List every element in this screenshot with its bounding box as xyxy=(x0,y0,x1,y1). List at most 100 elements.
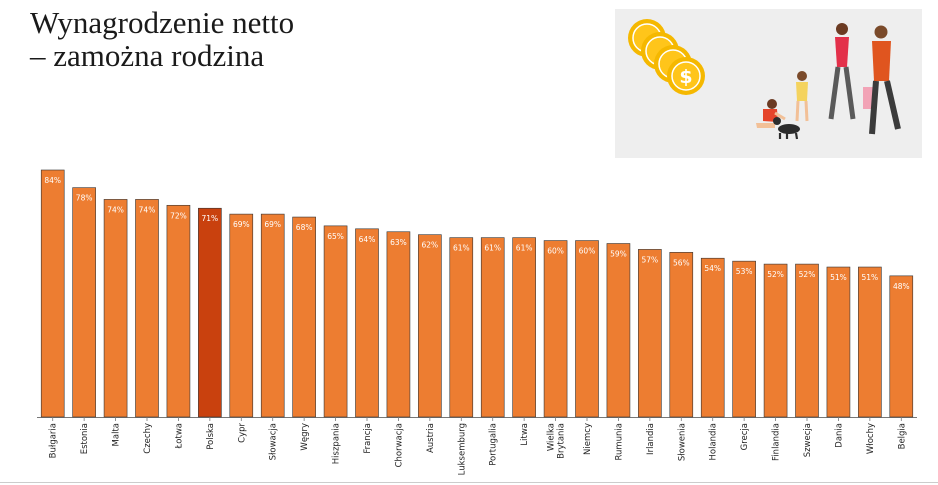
category-label-line: Łotwa xyxy=(174,423,184,449)
category-label: Belgia xyxy=(897,423,907,449)
category-label: Francja xyxy=(363,423,373,454)
bar xyxy=(198,207,222,418)
svg-text:Słowacja: Słowacja xyxy=(269,423,279,460)
bar-value-label: 68% xyxy=(296,223,313,232)
bar-value-label: 74% xyxy=(139,205,156,214)
bar xyxy=(229,213,254,418)
category-label: Dania xyxy=(834,423,844,448)
bar-value-label: 65% xyxy=(327,232,344,241)
svg-text:Szwecja: Szwecja xyxy=(803,423,813,457)
family-illustration: $ xyxy=(615,9,922,158)
bar-value-label: 61% xyxy=(484,244,501,253)
category-label-line: Portugalia xyxy=(489,423,499,466)
bar xyxy=(386,231,411,418)
bar xyxy=(795,263,819,418)
svg-text:WielkaBrytania: WielkaBrytania xyxy=(547,423,567,459)
bar-value-label: 57% xyxy=(642,255,659,264)
bar-value-label: 72% xyxy=(170,211,187,220)
bar xyxy=(449,237,474,418)
svg-text:Rumunia: Rumunia xyxy=(614,423,624,461)
title-line-2: – zamożna rodzina xyxy=(30,38,265,73)
bar-value-label: 52% xyxy=(767,270,784,279)
svg-text:Słowenia: Słowenia xyxy=(677,423,687,461)
bar xyxy=(638,249,662,418)
category-label: Hiszpania xyxy=(332,423,342,464)
category-label-line: Niemcy xyxy=(583,423,593,455)
category-label-line: Austria xyxy=(426,423,436,453)
bar xyxy=(135,199,159,418)
category-label-line: Belgia xyxy=(897,423,907,449)
bar-value-label: 71% xyxy=(202,214,219,223)
bar xyxy=(323,225,348,418)
category-label: Łotwa xyxy=(174,423,184,449)
category-label: Portugalia xyxy=(489,423,499,466)
bar xyxy=(40,169,65,418)
category-label: Grecja xyxy=(740,423,750,450)
svg-text:Niemcy: Niemcy xyxy=(583,423,593,455)
bar xyxy=(763,263,788,418)
category-label-line: Finlandia xyxy=(772,423,782,461)
bar-value-label: 84% xyxy=(44,176,61,185)
bar xyxy=(858,266,882,418)
bar-value-label: 78% xyxy=(76,194,93,203)
svg-text:Francja: Francja xyxy=(363,423,373,454)
dog-figure xyxy=(773,117,800,140)
bar-value-label: 51% xyxy=(862,273,879,282)
category-label: Słowenia xyxy=(677,423,687,461)
category-label: Luksemburg xyxy=(457,423,467,475)
category-label: WielkaBrytania xyxy=(547,423,567,459)
bar-value-label: 69% xyxy=(233,220,250,229)
category-label: Szwecja xyxy=(803,423,813,457)
bar-value-label: 54% xyxy=(704,264,721,273)
category-label: Węgry xyxy=(300,423,310,451)
boy-figure xyxy=(795,71,809,122)
bar xyxy=(700,257,725,418)
svg-text:Czechy: Czechy xyxy=(143,423,153,454)
coin-stack: $ xyxy=(628,19,705,95)
category-label-line: Malta xyxy=(112,423,122,446)
svg-text:Hiszpania: Hiszpania xyxy=(332,423,342,464)
category-label: Bułgaria xyxy=(49,423,59,458)
category-label-line: Polska xyxy=(206,423,216,450)
category-label-line: Cypr xyxy=(237,422,247,442)
woman-figure xyxy=(828,23,873,120)
man-figure xyxy=(869,25,901,135)
category-label: Irlandia xyxy=(646,423,656,455)
category-label-line: Luksemburg xyxy=(457,423,467,475)
bar-value-label: 74% xyxy=(107,205,124,214)
bar-value-label: 64% xyxy=(359,235,376,244)
bar xyxy=(575,240,599,418)
category-label-line: Brytania xyxy=(557,423,567,459)
bar-value-label: 69% xyxy=(264,220,281,229)
svg-text:Belgia: Belgia xyxy=(897,423,907,449)
category-label: Malta xyxy=(112,423,122,446)
category-label: Polska xyxy=(206,423,216,450)
bar xyxy=(826,266,851,418)
svg-text:Grecja: Grecja xyxy=(740,423,750,450)
category-label-line: Dania xyxy=(834,423,844,448)
bar xyxy=(355,228,379,418)
category-label-line: Słowacja xyxy=(269,423,279,460)
svg-text:Malta: Malta xyxy=(112,423,122,446)
bar-value-label: 60% xyxy=(547,247,564,256)
bar xyxy=(260,213,285,418)
category-label-line: Litwa xyxy=(520,423,530,446)
category-label-line: Czechy xyxy=(143,423,153,454)
svg-text:Polska: Polska xyxy=(206,423,216,450)
svg-text:Chorwacja: Chorwacja xyxy=(394,423,404,467)
category-label: Estonia xyxy=(80,423,90,454)
bar-value-label: 60% xyxy=(579,247,596,256)
bar-value-label: 59% xyxy=(610,250,627,259)
category-label-line: Wielka xyxy=(547,423,557,451)
category-label: Chorwacja xyxy=(394,423,404,467)
bar xyxy=(418,234,442,418)
category-label: Holandia xyxy=(709,423,719,461)
bar-value-label: 61% xyxy=(516,244,533,253)
category-label-line: Słowenia xyxy=(677,423,687,461)
category-label-line: Francja xyxy=(363,423,373,454)
bar xyxy=(669,252,694,418)
svg-text:Bułgaria: Bułgaria xyxy=(49,423,59,458)
category-label-line: Irlandia xyxy=(646,423,656,455)
category-label: Niemcy xyxy=(583,423,593,455)
category-label: Włochy xyxy=(866,423,876,454)
